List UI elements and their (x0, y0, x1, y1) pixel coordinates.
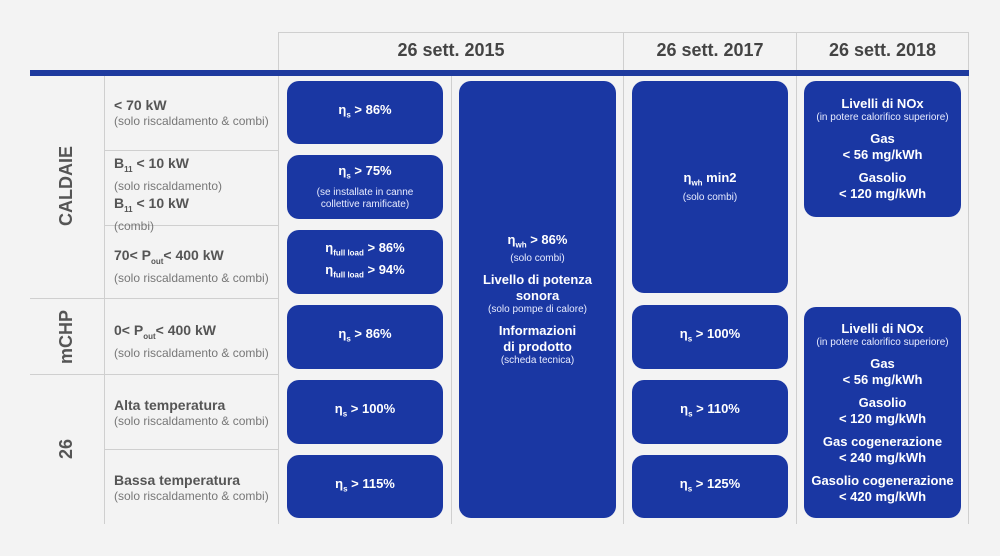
grid-line (623, 32, 624, 524)
requirement-box-2015-r2: ηs > 75% (se installate in canne collett… (287, 155, 443, 219)
requirement-box-2018-mchp: Livelli di NOx (in potere calorifico sup… (804, 307, 961, 518)
row-label-main: Alta temperatura (114, 397, 226, 413)
row-label-b11: B11 < 10 kW (solo riscaldamento) B11 < 1… (114, 154, 222, 234)
row-label-sub: (solo riscaldamento & combi) (114, 114, 269, 128)
column-header-2015: 26 sett. 2015 (397, 40, 505, 60)
requirement-box-2015-tall: ηwh > 86% (solo combi) Livello di potenz… (459, 81, 616, 518)
row-label-lt70kw: < 70 kW (solo riscaldamento & combi) (114, 96, 269, 129)
row-label-main: Bassa temperatura (114, 472, 241, 488)
grid-line (278, 32, 968, 33)
row-label-main: < 70 kW (114, 97, 167, 113)
row-label-main: 70< Pout< 400 kW (114, 247, 224, 266)
row-label-main: B11 < 10 kW (114, 155, 190, 174)
requirement-box-2015-r6: ηs > 115% (287, 455, 443, 518)
row-label-sub: (solo riscaldamento) (114, 178, 223, 193)
grid-line (104, 76, 105, 524)
row-label-sub: (combi) (114, 218, 155, 233)
row-label-main: B11 < 10 kW (114, 194, 190, 214)
header-divider-bar (30, 70, 969, 76)
grid-line (104, 150, 279, 151)
row-label-main: 0< Pout< 400 kW (114, 322, 216, 341)
group-label-caldaie: CALDAIE (56, 146, 76, 226)
group-label-mchp: mCHP (56, 310, 76, 365)
grid-line (30, 298, 279, 299)
row-label-70-400kw: 70< Pout< 400 kW (solo riscaldamento & c… (114, 246, 269, 286)
grid-line (104, 449, 279, 450)
row-label-sub: (solo riscaldamento & combi) (114, 414, 269, 428)
requirement-box-2015-r1: ηs > 86% (287, 81, 443, 144)
grid-line (278, 32, 279, 524)
row-label-bassa-temperatura: Bassa temperatura (solo riscaldamento & … (114, 471, 269, 504)
requirement-box-2018-caldaie: Livelli di NOx (in potere calorifico sup… (804, 81, 961, 217)
column-header-2018: 26 sett. 2018 (828, 40, 937, 60)
grid-line (796, 32, 797, 524)
requirement-box-2015-r4: ηs > 86% (287, 305, 443, 369)
requirement-box-2017-r1: ηwh min2 (solo combi) (632, 81, 788, 293)
requirement-box-2017-r3: ηs > 110% (632, 380, 788, 444)
row-label-sub: (solo riscaldamento & combi) (114, 270, 269, 285)
grid-line (104, 225, 279, 226)
group-label-26: 26 (56, 438, 76, 460)
row-label-sub: (solo riscaldamento & combi) (114, 489, 269, 503)
requirement-box-2017-r2: ηs > 100% (632, 305, 788, 369)
grid-line (968, 32, 969, 524)
row-label-alta-temperatura: Alta temperatura (solo riscaldamento & c… (114, 396, 269, 429)
requirement-box-2017-r4: ηs > 125% (632, 455, 788, 518)
row-label-0-400kw: 0< Pout< 400 kW (solo riscaldamento & co… (114, 321, 269, 361)
grid-line (451, 76, 452, 524)
column-header-2017: 26 sett. 2017 (656, 40, 764, 60)
requirement-box-2015-r5: ηs > 100% (287, 380, 443, 444)
grid-line (30, 374, 279, 375)
requirement-box-2015-r3: ηfull load > 86% ηfull load > 94% (287, 230, 443, 294)
row-label-sub: (solo riscaldamento & combi) (114, 345, 269, 360)
